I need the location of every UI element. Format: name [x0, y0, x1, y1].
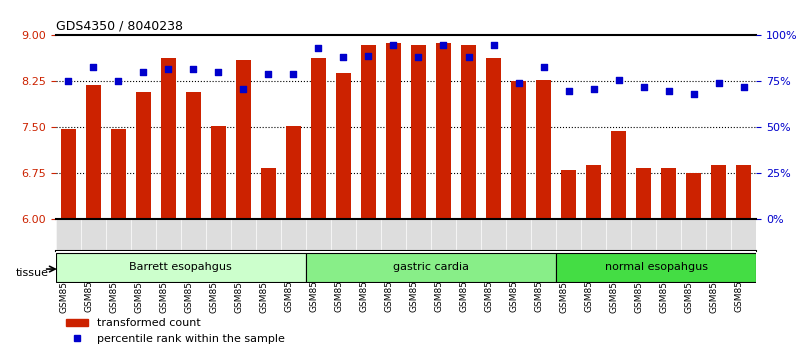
Bar: [661, 168, 676, 219]
Bar: [236, 60, 251, 219]
Point: [212, 69, 224, 75]
Bar: [611, 131, 626, 219]
Bar: [561, 170, 576, 219]
Point: [87, 64, 100, 69]
Bar: [311, 58, 326, 219]
Bar: [261, 168, 276, 219]
FancyBboxPatch shape: [306, 253, 556, 282]
Point: [587, 86, 600, 92]
Text: gastric cardia: gastric cardia: [393, 262, 469, 272]
FancyBboxPatch shape: [556, 253, 756, 282]
Point: [237, 86, 250, 92]
Bar: [411, 45, 426, 219]
Bar: [86, 85, 101, 219]
Bar: [486, 58, 501, 219]
Bar: [586, 165, 601, 219]
Text: GDS4350 / 8040238: GDS4350 / 8040238: [56, 20, 183, 33]
Legend: transformed count, percentile rank within the sample: transformed count, percentile rank withi…: [61, 314, 289, 348]
Point: [187, 66, 200, 72]
Point: [562, 88, 575, 93]
Text: Barrett esopahgus: Barrett esopahgus: [130, 262, 232, 272]
Point: [462, 55, 475, 60]
Point: [537, 64, 550, 69]
Point: [287, 71, 300, 77]
Bar: [361, 45, 376, 219]
Point: [638, 84, 650, 90]
Bar: [636, 168, 651, 219]
Bar: [686, 173, 701, 219]
Point: [337, 55, 349, 60]
Point: [62, 79, 75, 84]
Bar: [111, 129, 126, 219]
Bar: [736, 165, 751, 219]
FancyBboxPatch shape: [56, 253, 306, 282]
Point: [162, 66, 174, 72]
Point: [662, 88, 675, 93]
Point: [312, 45, 325, 51]
Bar: [536, 80, 551, 219]
Text: tissue: tissue: [16, 268, 49, 278]
Bar: [461, 45, 476, 219]
Bar: [60, 129, 76, 219]
Point: [687, 91, 700, 97]
Point: [412, 55, 425, 60]
Bar: [386, 43, 401, 219]
Point: [112, 79, 125, 84]
Point: [612, 77, 625, 82]
Text: normal esopahgus: normal esopahgus: [605, 262, 708, 272]
Point: [737, 84, 750, 90]
Point: [387, 42, 400, 47]
Point: [137, 69, 150, 75]
Bar: [286, 126, 301, 219]
Point: [512, 80, 525, 86]
Bar: [161, 58, 176, 219]
Bar: [211, 126, 226, 219]
Point: [262, 71, 275, 77]
Point: [487, 42, 500, 47]
Bar: [185, 92, 201, 219]
Bar: [711, 165, 726, 219]
Bar: [136, 92, 150, 219]
Bar: [436, 43, 451, 219]
Point: [712, 80, 725, 86]
Point: [437, 42, 450, 47]
Bar: [336, 73, 351, 219]
Bar: [511, 81, 526, 219]
Point: [362, 53, 375, 58]
